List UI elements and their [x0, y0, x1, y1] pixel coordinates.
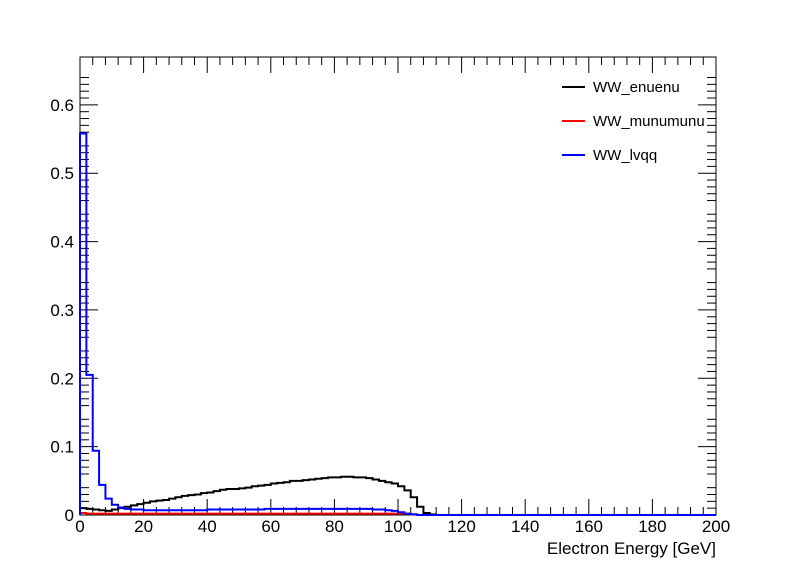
- legend: WW_enuenu WW_munumunu WW_lvqq: [562, 79, 705, 164]
- y-tick-label: 0.6: [50, 96, 74, 115]
- legend-label: WW_lvqq: [593, 147, 657, 164]
- x-tick-label: 180: [638, 517, 666, 536]
- legend-label: WW_enuenu: [593, 79, 680, 96]
- x-tick-label: 140: [511, 517, 539, 536]
- y-tick-label: 0.4: [50, 233, 74, 252]
- x-tick-label: 40: [198, 517, 217, 536]
- x-tick-label: 20: [134, 517, 153, 536]
- x-tick-label: 120: [447, 517, 475, 536]
- x-tick-label: 60: [261, 517, 280, 536]
- series-layer: [79, 132, 716, 516]
- y-tick-label: 0.3: [50, 301, 74, 320]
- y-minor-ticks-right: [707, 77, 716, 509]
- x-minor-ticks-top: [92, 57, 704, 65]
- x-tick-label: 160: [575, 517, 603, 536]
- y-minor-ticks-left: [80, 77, 89, 509]
- legend-label: WW_munumunu: [593, 113, 705, 130]
- x-tick-label: 0: [75, 517, 84, 536]
- y-tick-label: 0.5: [50, 164, 74, 183]
- y-tick-label: 0.1: [50, 438, 74, 457]
- x-tick-label: 100: [384, 517, 412, 536]
- y-tick-label: 0.2: [50, 369, 74, 388]
- series-line-3: [79, 132, 716, 516]
- y-axis-ticks: 0 0.1 0.2 0.3 0.4 0.5 0.6: [50, 96, 716, 525]
- x-tick-label: 80: [325, 517, 344, 536]
- x-tick-label: 200: [702, 517, 730, 536]
- x-axis-title: Electron Energy [GeV]: [547, 539, 716, 558]
- y-tick-label: 0: [65, 506, 74, 525]
- x-axis-ticks: 0 20 40 60 80 100 120 140 160 180 200: [75, 57, 730, 536]
